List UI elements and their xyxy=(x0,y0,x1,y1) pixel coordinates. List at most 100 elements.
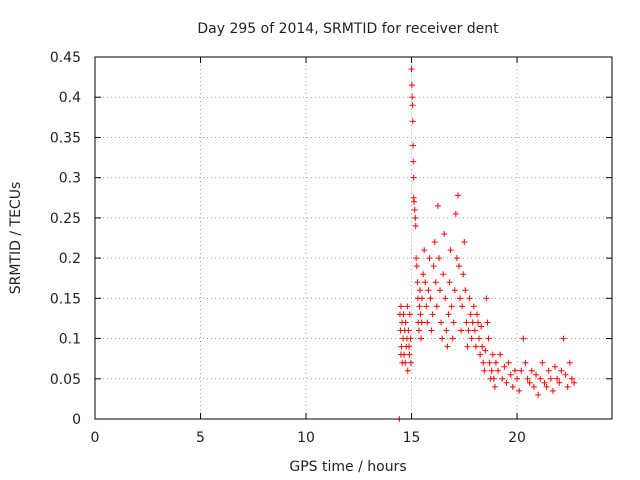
data-point xyxy=(413,255,420,262)
data-point xyxy=(400,311,407,318)
x-tick-label: 15 xyxy=(403,430,421,446)
data-point xyxy=(439,335,446,342)
data-point xyxy=(488,367,495,374)
data-point xyxy=(539,359,546,366)
data-point xyxy=(554,375,561,382)
data-point xyxy=(410,158,417,165)
data-point xyxy=(463,319,470,326)
data-point xyxy=(416,303,423,310)
data-point xyxy=(505,359,512,366)
x-tick-label: 0 xyxy=(91,430,100,446)
data-point xyxy=(509,383,516,390)
data-point xyxy=(560,335,567,342)
data-point xyxy=(418,319,425,326)
data-point xyxy=(444,343,451,350)
data-point xyxy=(520,335,527,342)
y-tick-label: 0.45 xyxy=(50,50,81,66)
data-point xyxy=(460,271,467,278)
data-point xyxy=(443,327,450,334)
data-point xyxy=(411,198,418,205)
data-point xyxy=(495,367,502,374)
data-point xyxy=(426,255,433,262)
y-tick-label: 0.05 xyxy=(50,372,81,388)
data-point xyxy=(421,247,428,254)
data-point xyxy=(456,263,463,270)
data-points xyxy=(396,66,578,422)
data-point xyxy=(438,319,445,326)
data-point xyxy=(482,347,489,354)
data-point xyxy=(503,379,510,386)
data-point xyxy=(408,82,415,89)
data-point xyxy=(461,239,468,246)
data-point xyxy=(422,279,429,286)
data-point xyxy=(397,303,404,310)
data-point xyxy=(549,387,556,394)
data-point xyxy=(428,327,435,334)
data-point xyxy=(412,214,419,221)
data-point xyxy=(419,295,426,302)
data-point xyxy=(429,311,436,318)
data-point xyxy=(490,375,497,382)
data-point xyxy=(447,247,454,254)
y-axis-label: SRMTID / TECUs xyxy=(8,182,24,295)
data-point xyxy=(405,343,412,350)
data-point xyxy=(430,263,437,270)
data-point xyxy=(442,295,449,302)
data-point xyxy=(568,375,575,382)
data-point xyxy=(404,303,411,310)
y-tick-label: 0 xyxy=(72,412,81,428)
data-point xyxy=(441,230,448,237)
data-point xyxy=(409,94,416,101)
data-point xyxy=(541,379,548,386)
plot-frame xyxy=(94,56,613,420)
data-point xyxy=(418,335,425,342)
data-point xyxy=(434,202,441,209)
data-point xyxy=(451,287,458,294)
data-point xyxy=(424,319,431,326)
data-point xyxy=(423,303,430,310)
data-point xyxy=(454,192,461,199)
data-point xyxy=(458,327,465,334)
data-point xyxy=(479,343,486,350)
grid xyxy=(95,57,612,419)
data-point xyxy=(446,279,453,286)
data-point xyxy=(449,335,456,342)
data-point xyxy=(481,367,488,374)
data-point xyxy=(437,287,444,294)
data-point xyxy=(409,102,416,109)
data-point xyxy=(558,367,565,374)
data-point xyxy=(410,174,417,181)
y-tick-label: 0.2 xyxy=(59,251,81,267)
data-point xyxy=(440,271,447,278)
data-point xyxy=(416,287,423,294)
data-point xyxy=(445,311,452,318)
data-point xyxy=(470,303,477,310)
x-axis-label: GPS time / hours xyxy=(289,459,406,475)
x-tick-label: 5 xyxy=(196,430,205,446)
data-point xyxy=(404,367,411,374)
data-point xyxy=(528,367,535,374)
data-point xyxy=(485,335,492,342)
data-point xyxy=(473,311,480,318)
tick-labels: 0 5 10 15 20 0 0.05 0.1 0.15 0.2 0.25 0.3 0.35 0.4 0.4… xyxy=(50,50,526,446)
data-point xyxy=(427,295,434,302)
data-point xyxy=(476,335,483,342)
data-point xyxy=(467,311,474,318)
data-point xyxy=(477,351,484,358)
data-point xyxy=(415,327,422,334)
data-point xyxy=(526,379,533,386)
data-point xyxy=(402,359,409,366)
data-point xyxy=(511,367,518,374)
data-point xyxy=(409,118,416,125)
data-point xyxy=(566,359,573,366)
data-point xyxy=(571,379,578,386)
data-point xyxy=(425,287,432,294)
data-point xyxy=(562,371,569,378)
data-point xyxy=(435,255,442,262)
data-point xyxy=(524,375,531,382)
data-point xyxy=(466,295,473,302)
y-tick-label: 0.15 xyxy=(50,291,81,307)
data-point xyxy=(469,319,476,326)
data-point xyxy=(501,363,508,370)
